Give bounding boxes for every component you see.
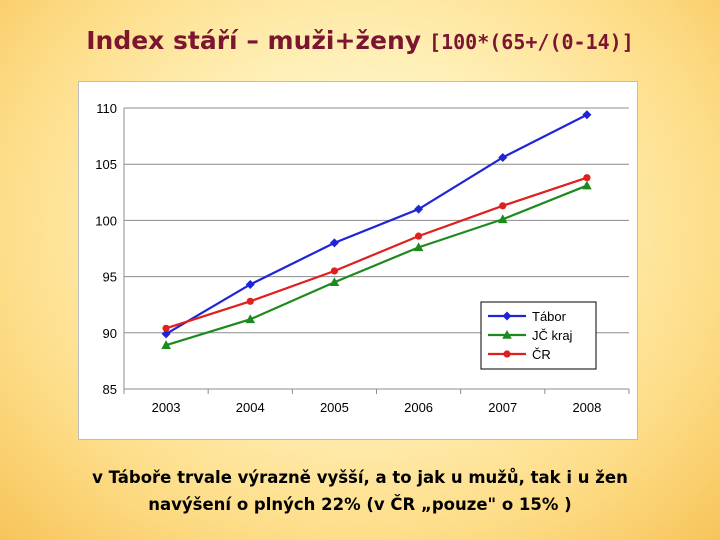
legend-label: JČ kraj: [532, 328, 573, 343]
legend-marker: [502, 311, 512, 321]
legend-label: ČR: [532, 347, 551, 362]
data-point: [245, 279, 255, 289]
series-line-0: [165, 113, 588, 335]
data-point: [161, 329, 171, 339]
legend-marker: [502, 330, 512, 339]
title-main: Index stáří – muži+ženy: [86, 26, 422, 55]
data-point: [330, 267, 339, 275]
caption: v Táboře trvale výrazně vyšší, a to jak …: [0, 464, 720, 518]
caption-line-2: navýšení o plných 22% (v ČR „pouze" o 15…: [148, 495, 572, 514]
y-tick-label: 90: [103, 326, 117, 341]
line-chart: 85 90 95 100 105 110 2003 2004 2005 2006 2007 2008 T…: [95, 101, 630, 415]
data-point: [582, 110, 592, 120]
data-point: [413, 242, 424, 252]
caption-line-1: v Táboře trvale výrazně vyšší, a to jak …: [92, 468, 628, 487]
y-tick-label: 110: [96, 101, 117, 116]
data-point: [414, 204, 424, 214]
data-point: [162, 324, 170, 332]
y-tick-label: 100: [95, 213, 117, 228]
series-line-1: [165, 184, 588, 347]
x-tick-label: 2003: [152, 400, 181, 415]
data-point: [582, 180, 592, 190]
data-point: [246, 297, 254, 305]
data-point: [499, 202, 507, 210]
chart-container: 85 90 95 100 105 110 2003 2004 2005 2006 2007 2008 T…: [78, 81, 638, 440]
data-point: [414, 232, 423, 240]
x-tick-label: 2005: [320, 400, 349, 415]
data-point: [161, 340, 171, 349]
data-point: [329, 277, 340, 287]
data-point: [245, 314, 256, 324]
legend-marker: [503, 350, 511, 358]
data-point: [498, 152, 508, 162]
x-tick-label: 2006: [404, 400, 433, 415]
x-tick-label: 2007: [488, 400, 517, 415]
data-point: [329, 238, 339, 248]
legend-label: Tábor: [532, 309, 567, 324]
y-tick-label: 95: [103, 270, 117, 285]
y-tick-label: 85: [103, 382, 117, 397]
y-tick-label: 105: [95, 157, 117, 172]
series-line-2: [165, 176, 588, 330]
data-point: [497, 214, 508, 224]
slide-title: Index stáří – muži+ženy [100*(65+/(0-14)]: [0, 26, 720, 55]
data-point: [583, 174, 591, 182]
title-formula: [100*(65+/(0-14)]: [429, 30, 634, 54]
x-tick-label: 2004: [236, 400, 265, 415]
x-tick-label: 2008: [572, 400, 601, 415]
